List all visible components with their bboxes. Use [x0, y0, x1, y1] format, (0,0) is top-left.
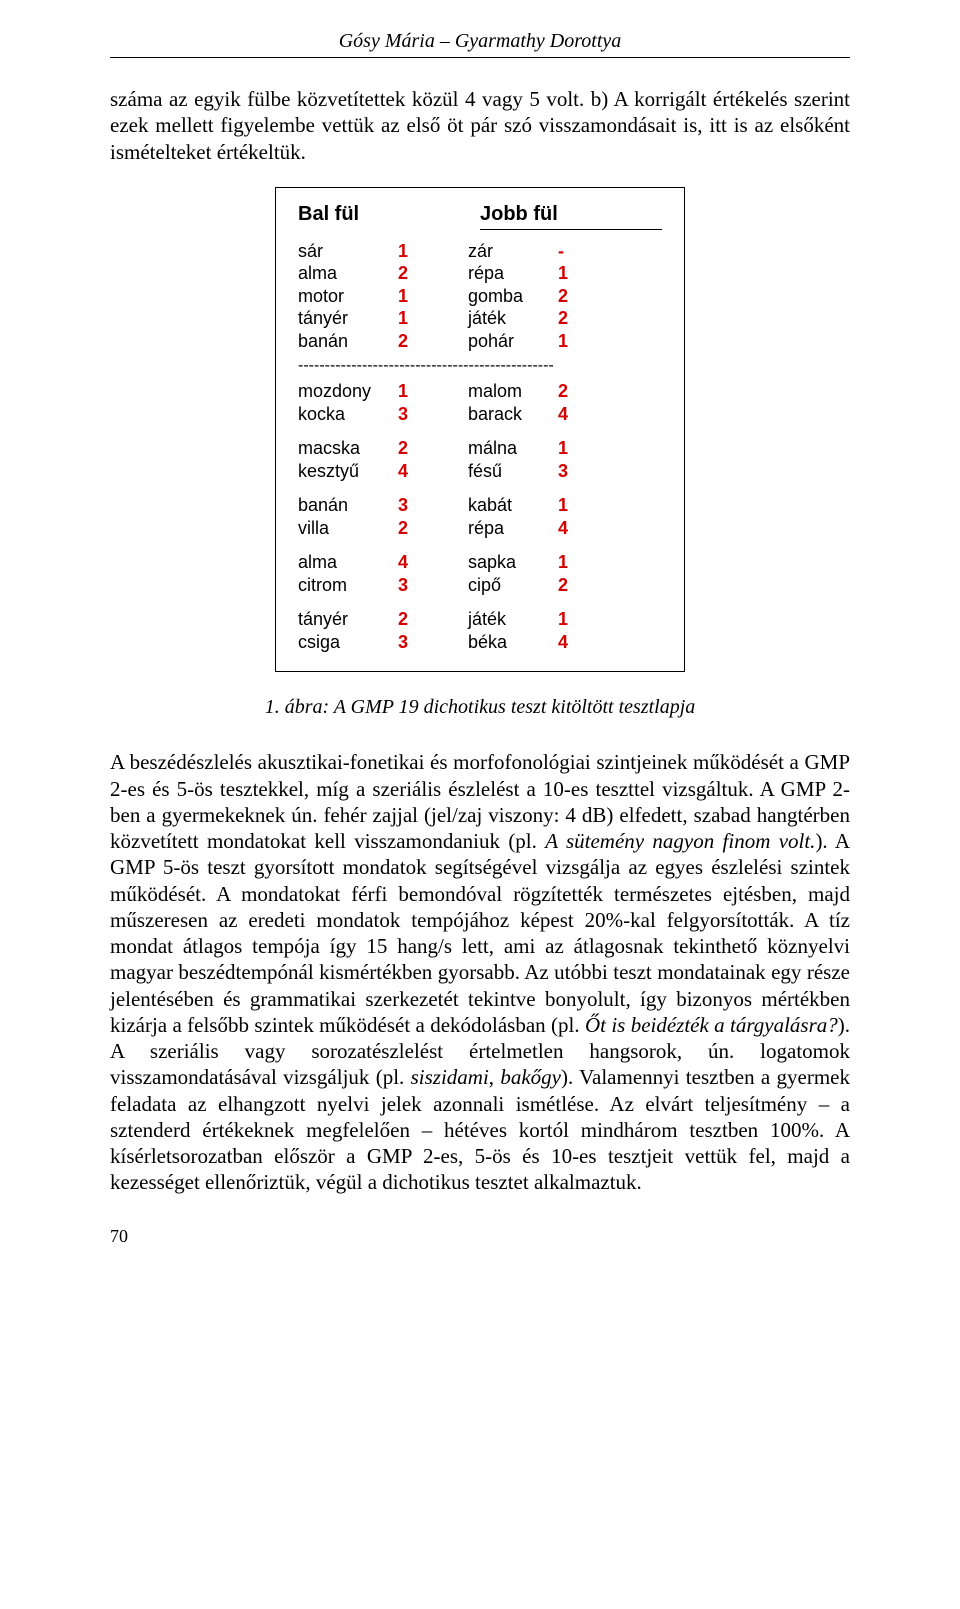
table-row: banán3 kabát1	[298, 494, 662, 517]
right-word: pohár	[468, 330, 558, 353]
right-number: 2	[558, 285, 588, 308]
body-italic: A sütemény nagyon finom volt.	[545, 829, 815, 853]
body-text: ). A GMP 5-ös teszt gyorsított mondatok …	[110, 829, 850, 1037]
right-word: kabát	[468, 494, 558, 517]
block-gap	[298, 596, 662, 608]
right-word: zár	[468, 240, 558, 263]
right-word: játék	[468, 608, 558, 631]
right-word: sapka	[468, 551, 558, 574]
left-word: tányér	[298, 608, 398, 631]
left-number: 4	[398, 551, 438, 574]
figure-caption: 1. ábra: A GMP 19 dichotikus teszt kitöl…	[110, 696, 850, 719]
right-number: -	[558, 240, 588, 263]
left-word: banán	[298, 494, 398, 517]
body-paragraph: A beszédészlelés akusztikai-fonetikai és…	[110, 749, 850, 1195]
left-number: 3	[398, 494, 438, 517]
table-row: tányér2 játék1	[298, 608, 662, 631]
left-number: 2	[398, 437, 438, 460]
left-number: 2	[398, 330, 438, 353]
right-number: 4	[558, 403, 588, 426]
table-row: mozdony1 malom2	[298, 380, 662, 403]
table-row: macska2 málna1	[298, 437, 662, 460]
figure-box: Bal fül Jobb fül sár1zár-alma2répa1motor…	[275, 187, 685, 673]
left-word: tányér	[298, 307, 398, 330]
figure-header-left: Bal fül	[298, 202, 480, 230]
right-word: gomba	[468, 285, 558, 308]
table-row: banán2 pohár1	[298, 330, 662, 353]
figure-header: Bal fül Jobb fül	[298, 202, 662, 230]
table-row: kesztyű4 fésű3	[298, 460, 662, 483]
right-word: fésű	[468, 460, 558, 483]
right-word: malom	[468, 380, 558, 403]
right-number: 2	[558, 574, 588, 597]
right-number: 2	[558, 307, 588, 330]
left-word: motor	[298, 285, 398, 308]
table-row: alma2 répa1	[298, 262, 662, 285]
table-row: sár1 zár-	[298, 240, 662, 263]
left-number: 1	[398, 380, 438, 403]
right-word: répa	[468, 517, 558, 540]
right-number: 4	[558, 631, 588, 654]
right-number: 1	[558, 437, 588, 460]
page-number: 70	[110, 1226, 850, 1247]
right-number: 1	[558, 262, 588, 285]
left-word: banán	[298, 330, 398, 353]
left-number: 2	[398, 517, 438, 540]
table-row: kocka3 barack4	[298, 403, 662, 426]
dashed-separator: ----------------------------------------…	[298, 356, 662, 376]
right-number: 4	[558, 517, 588, 540]
block-gap	[298, 425, 662, 437]
table-row: alma4 sapka1	[298, 551, 662, 574]
block-gap	[298, 539, 662, 551]
right-number: 1	[558, 494, 588, 517]
left-number: 3	[398, 403, 438, 426]
body-italic: siszidami	[411, 1065, 489, 1089]
right-word: cipő	[468, 574, 558, 597]
body-text: ,	[489, 1065, 501, 1089]
block-gap	[298, 482, 662, 494]
left-number: 1	[398, 307, 438, 330]
right-number: 3	[558, 460, 588, 483]
right-word: béka	[468, 631, 558, 654]
left-word: alma	[298, 551, 398, 574]
left-word: villa	[298, 517, 398, 540]
body-italic: Őt is beidézték a tárgyalásra?	[585, 1013, 838, 1037]
left-number: 1	[398, 285, 438, 308]
figure-header-right: Jobb fül	[480, 202, 662, 230]
left-number: 2	[398, 608, 438, 631]
table-row: tányér1 játék2	[298, 307, 662, 330]
left-number: 4	[398, 460, 438, 483]
intro-paragraph: száma az egyik fülbe közvetítettek közül…	[110, 86, 850, 165]
page: Gósy Mária – Gyarmathy Dorottya száma az…	[0, 0, 960, 1287]
right-number: 2	[558, 380, 588, 403]
header-authors: Gósy Mária – Gyarmathy Dorottya	[110, 30, 850, 58]
right-number: 1	[558, 330, 588, 353]
table-row: citrom3 cipő2	[298, 574, 662, 597]
left-word: csiga	[298, 631, 398, 654]
left-word: macska	[298, 437, 398, 460]
left-number: 1	[398, 240, 438, 263]
table-row: csiga3 béka4	[298, 631, 662, 654]
table-row: motor1 gomba2	[298, 285, 662, 308]
left-word: mozdony	[298, 380, 398, 403]
right-word: répa	[468, 262, 558, 285]
left-word: kocka	[298, 403, 398, 426]
left-number: 3	[398, 574, 438, 597]
figure-wrap: Bal fül Jobb fül sár1zár-alma2répa1motor…	[110, 187, 850, 673]
body-italic: bakőgy	[500, 1065, 561, 1089]
right-word: málna	[468, 437, 558, 460]
left-word: sár	[298, 240, 398, 263]
left-word: citrom	[298, 574, 398, 597]
right-number: 1	[558, 551, 588, 574]
left-word: kesztyű	[298, 460, 398, 483]
right-word: játék	[468, 307, 558, 330]
right-word: barack	[468, 403, 558, 426]
left-number: 2	[398, 262, 438, 285]
table-row: villa2 répa4	[298, 517, 662, 540]
left-word: alma	[298, 262, 398, 285]
right-number: 1	[558, 608, 588, 631]
left-number: 3	[398, 631, 438, 654]
